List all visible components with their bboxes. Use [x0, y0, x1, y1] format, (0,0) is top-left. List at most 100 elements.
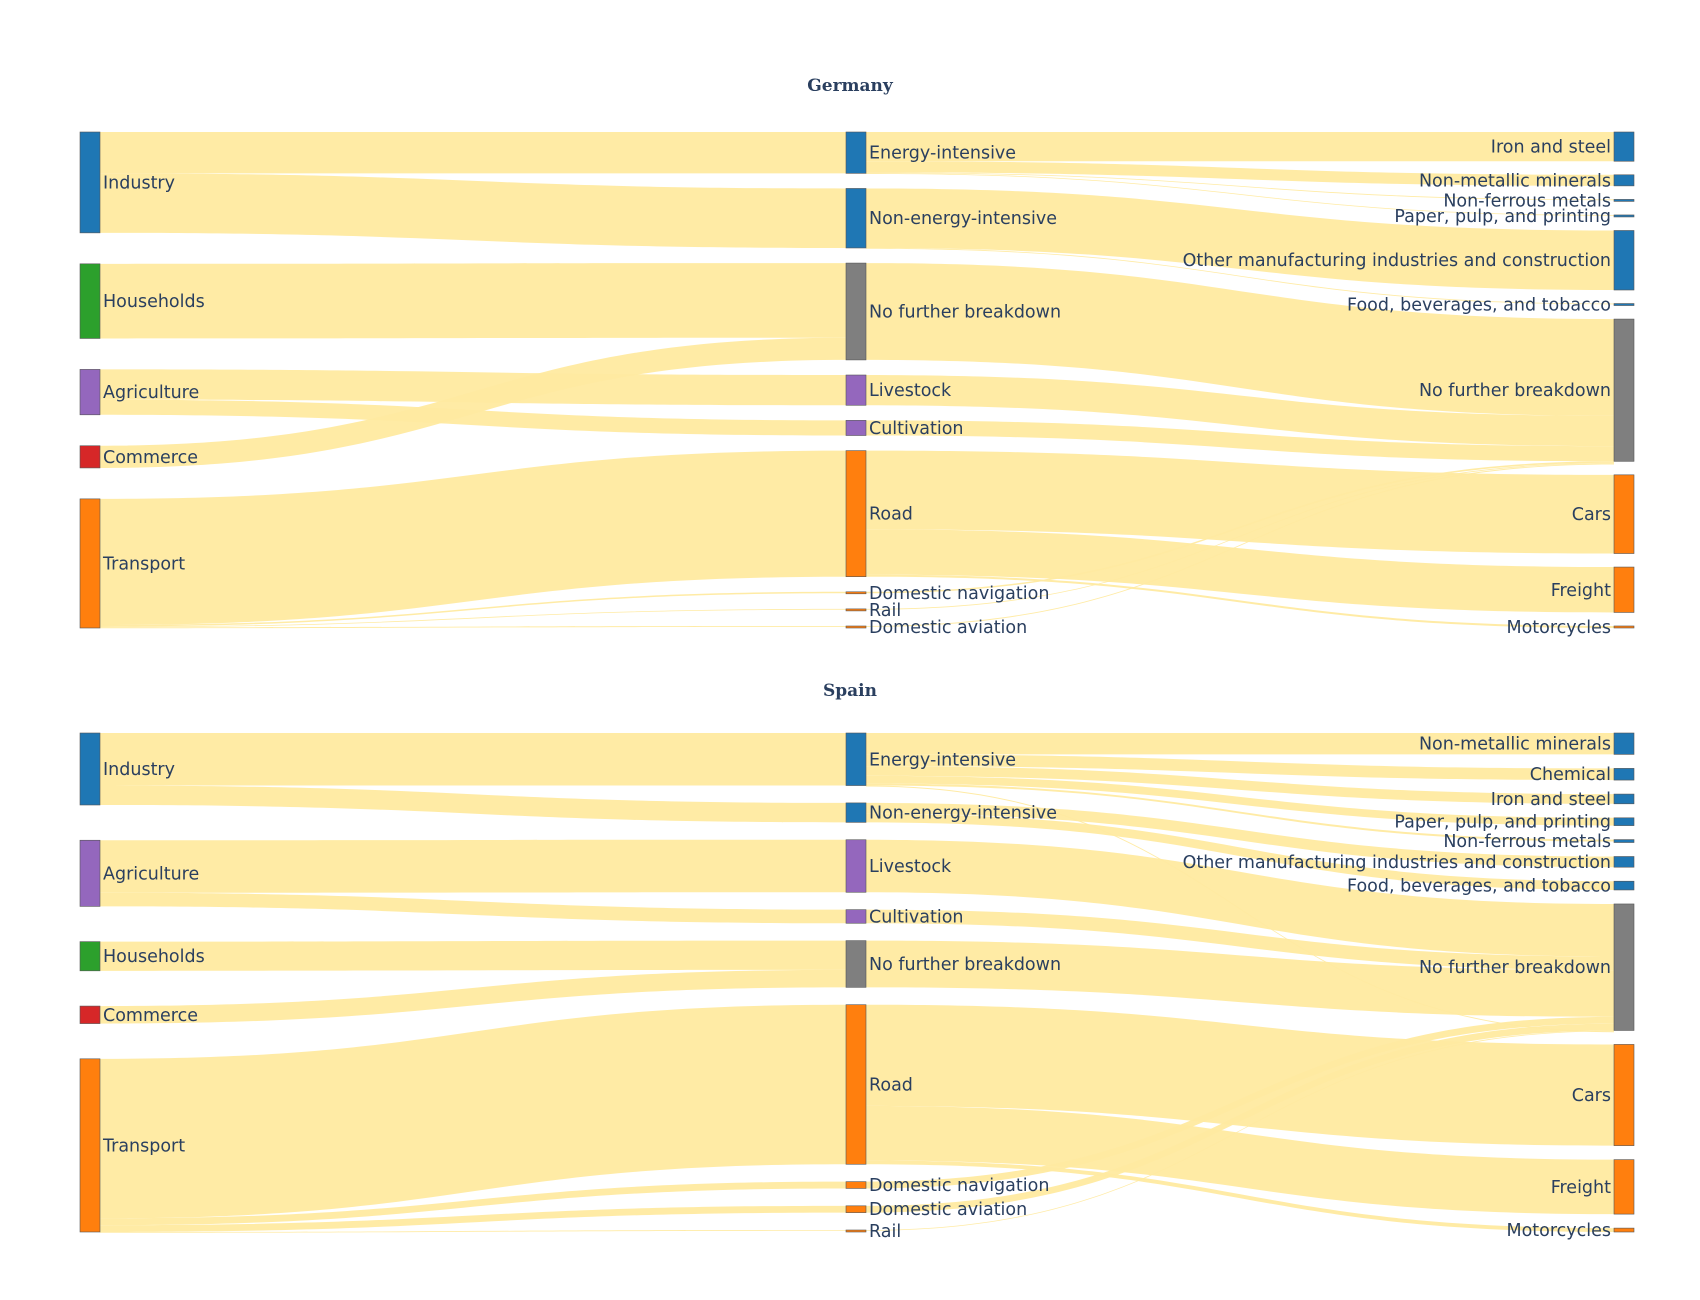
link-ei-to-ppp[interactable]	[866, 775, 1614, 826]
link-tra-to-rail[interactable]	[100, 1230, 846, 1233]
link-dnav-to-nfb2[interactable]	[866, 461, 1614, 594]
link-liv-to-nfb2[interactable]	[866, 375, 1614, 447]
node-no-further-breakdown[interactable]	[1613, 903, 1635, 1031]
node-commerce[interactable]	[79, 1005, 101, 1024]
link-ei-to-is[interactable]	[866, 766, 1614, 804]
node-agriculture[interactable]	[79, 839, 101, 907]
link-road-to-frei[interactable]	[866, 1105, 1614, 1215]
node-non-metallic-minerals[interactable]	[1613, 174, 1635, 187]
link-agr-to-cul[interactable]	[100, 399, 846, 436]
node-no-further-breakdown[interactable]	[1613, 318, 1635, 462]
node-no-further-breakdown[interactable]	[845, 940, 867, 988]
link-agr-to-liv[interactable]	[100, 839, 846, 893]
node-non-energy-intensive[interactable]	[845, 188, 867, 249]
node-non-ferrous-metals[interactable]	[1613, 839, 1635, 843]
link-ind-to-nei[interactable]	[100, 785, 846, 823]
link-road-to-cars[interactable]	[866, 1004, 1614, 1146]
link-hh-to-nfb1[interactable]	[100, 940, 846, 971]
link-ei-to-ppp[interactable]	[866, 173, 1614, 216]
link-ei-to-nfm[interactable]	[866, 172, 1614, 201]
link-road-to-moto[interactable]	[866, 1160, 1614, 1232]
node-cars[interactable]	[1613, 1044, 1635, 1146]
node-food-beverages-and-tobacco[interactable]	[1613, 303, 1635, 306]
node-agriculture[interactable]	[79, 369, 101, 416]
node-other-manufacturing-industries-and-construction[interactable]	[1613, 230, 1635, 291]
node-non-ferrous-metals[interactable]	[1613, 199, 1635, 202]
node-other-manufacturing-industries-and-construction[interactable]	[1613, 856, 1635, 868]
node-freight[interactable]	[1613, 566, 1635, 613]
node-cars[interactable]	[1613, 474, 1635, 554]
link-ei-to-nfb2[interactable]	[866, 785, 1614, 1033]
link-road-to-moto[interactable]	[866, 574, 1614, 628]
link-tra-to-road[interactable]	[100, 450, 846, 625]
node-non-energy-intensive[interactable]	[845, 802, 867, 823]
node-rail[interactable]	[845, 608, 867, 612]
link-nfb1-to-nfb2[interactable]	[866, 263, 1614, 416]
link-nei-to-omi[interactable]	[866, 188, 1614, 291]
node-freight[interactable]	[1613, 1159, 1635, 1215]
node-energy-intensive[interactable]	[845, 732, 867, 786]
link-com-to-nfb1[interactable]	[100, 969, 846, 1024]
node-no-further-breakdown[interactable]	[845, 262, 867, 361]
link-ind-to-ei[interactable]	[100, 733, 846, 786]
node-cultivation[interactable]	[845, 909, 867, 924]
node-motorcycles[interactable]	[1613, 625, 1635, 629]
link-nei-to-omi[interactable]	[866, 802, 1614, 868]
link-ei-to-nfm[interactable]	[866, 783, 1614, 842]
link-cul-to-nfb2[interactable]	[866, 420, 1614, 462]
link-rail-to-nfb2[interactable]	[866, 462, 1614, 610]
node-cultivation[interactable]	[845, 420, 867, 436]
link-tra-to-davi[interactable]	[100, 1205, 846, 1232]
link-tra-to-davi[interactable]	[100, 626, 846, 629]
link-tra-to-dnav[interactable]	[100, 591, 846, 627]
link-liv-to-nfb2[interactable]	[866, 839, 1614, 957]
node-paper-pulp-and-printing[interactable]	[1613, 214, 1635, 218]
link-agr-to-cul[interactable]	[100, 892, 846, 924]
node-chemical[interactable]	[1613, 768, 1635, 781]
node-paper-pulp-and-printing[interactable]	[1613, 817, 1635, 826]
link-cul-to-nfb2[interactable]	[866, 909, 1614, 971]
node-transport[interactable]	[79, 1058, 101, 1233]
node-livestock[interactable]	[845, 374, 867, 406]
node-commerce[interactable]	[79, 445, 101, 469]
node-food-beverages-and-tobacco[interactable]	[1613, 880, 1635, 891]
node-domestic-navigation[interactable]	[845, 591, 867, 595]
link-davi-to-nfb2[interactable]	[866, 1023, 1614, 1213]
link-dnav-to-nfb2[interactable]	[866, 1016, 1614, 1189]
node-domestic-navigation[interactable]	[845, 1181, 867, 1189]
node-iron-and-steel[interactable]	[1613, 793, 1635, 805]
node-non-metallic-minerals[interactable]	[1613, 732, 1635, 755]
node-rail[interactable]	[845, 1229, 867, 1233]
node-industry[interactable]	[79, 131, 101, 234]
node-households[interactable]	[79, 263, 101, 339]
node-livestock[interactable]	[845, 839, 867, 893]
link-road-to-frei[interactable]	[866, 529, 1614, 613]
node-domestic-aviation[interactable]	[845, 1205, 867, 1213]
link-rail-to-nfb2[interactable]	[866, 1030, 1614, 1231]
link-ei-to-is[interactable]	[866, 132, 1614, 162]
node-road[interactable]	[845, 1004, 867, 1165]
link-nei-to-fbt[interactable]	[866, 813, 1614, 890]
link-ei-to-nmm[interactable]	[866, 161, 1614, 186]
node-industry[interactable]	[79, 732, 101, 806]
node-road[interactable]	[845, 450, 867, 577]
node-households[interactable]	[79, 941, 101, 972]
link-nei-to-fbt[interactable]	[866, 247, 1614, 305]
link-davi-to-nfb2[interactable]	[866, 463, 1614, 627]
node-iron-and-steel[interactable]	[1613, 131, 1635, 162]
link-ind-to-ei[interactable]	[100, 132, 846, 174]
node-motorcycles[interactable]	[1613, 1227, 1635, 1233]
link-nfb1-to-nfb2[interactable]	[866, 940, 1614, 1017]
link-tra-to-dnav[interactable]	[100, 1181, 846, 1226]
link-ind-to-nei[interactable]	[100, 173, 846, 248]
link-ei-to-chem[interactable]	[866, 754, 1614, 781]
link-com-to-nfb1[interactable]	[100, 337, 846, 468]
node-energy-intensive[interactable]	[845, 131, 867, 174]
link-agr-to-liv[interactable]	[100, 369, 846, 406]
node-domestic-aviation[interactable]	[845, 625, 867, 629]
link-tra-to-road[interactable]	[100, 1004, 846, 1219]
link-hh-to-nfb1[interactable]	[100, 263, 846, 339]
node-transport[interactable]	[79, 498, 101, 629]
link-ei-to-nmm[interactable]	[866, 733, 1614, 755]
link-tra-to-rail[interactable]	[100, 608, 846, 628]
